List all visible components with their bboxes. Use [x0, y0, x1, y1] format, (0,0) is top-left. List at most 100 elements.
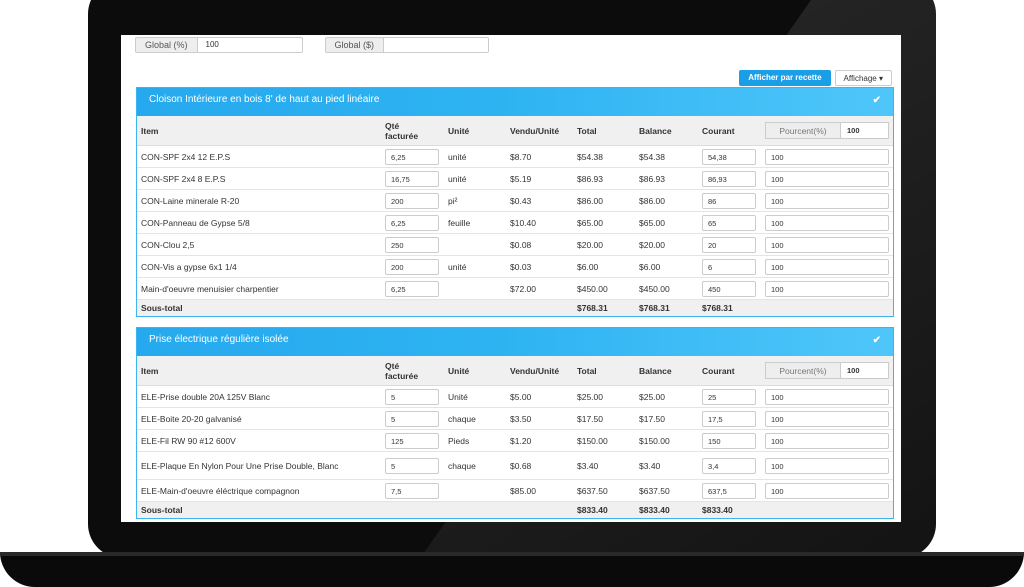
balance-cell: $6.00	[639, 261, 661, 272]
unit-cell: unité	[448, 173, 467, 184]
table-row: ELE-Plaque En Nylon Pour Une Prise Doubl…	[137, 452, 893, 480]
courant-input[interactable]: 86	[702, 192, 756, 209]
balance-cell: $3.40	[639, 460, 661, 471]
percent-input[interactable]: 100	[765, 457, 889, 474]
app-screen: Global (%) 100 Global ($) Afficher par r…	[121, 35, 901, 522]
qty-input[interactable]: 5	[385, 457, 439, 474]
vendu-cell: $3.50	[510, 413, 532, 424]
total-cell: $150.00	[577, 435, 608, 446]
courant-input[interactable]: 20	[702, 236, 756, 253]
courant-input[interactable]: 54,38	[702, 148, 756, 165]
section-panel: Prise électrique régulière isolée ✔ Item…	[136, 327, 894, 519]
subtotal-row: Sous-total $833.40 $833.40 $833.40	[137, 502, 893, 518]
courant-input[interactable]: 450	[702, 280, 756, 297]
qty-input[interactable]: 250	[385, 236, 439, 253]
total-cell: $86.00	[577, 195, 603, 206]
subtotal-courant: $833.40	[702, 505, 733, 515]
total-cell: $6.00	[577, 261, 599, 272]
col-courant-header: Courant	[702, 125, 735, 136]
item-name: ELE-Fil RW 90 #12 600V	[141, 435, 236, 446]
table-row: ELE-Main-d'oeuvre éléctrique compagnon 7…	[137, 480, 893, 502]
pourcent-input[interactable]: 100	[840, 122, 889, 139]
percent-input[interactable]: 100	[765, 410, 889, 427]
show-by-recipe-button[interactable]: Afficher par recette	[739, 70, 831, 86]
col-total-header: Total	[577, 365, 597, 376]
item-name: ELE-Prise double 20A 125V Blanc	[141, 391, 271, 402]
vendu-cell: $85.00	[510, 485, 536, 496]
qty-input[interactable]: 5	[385, 388, 439, 405]
total-cell: $637.50	[577, 485, 608, 496]
table-row: ELE-Boite 20-20 galvanisé 5 chaque $3.50…	[137, 408, 893, 430]
courant-input[interactable]: 3,4	[702, 457, 756, 474]
total-cell: $3.40	[577, 460, 599, 471]
unit-cell: unité	[448, 261, 467, 272]
vendu-cell: $5.19	[510, 173, 532, 184]
pourcent-input[interactable]: 100	[840, 362, 889, 379]
total-cell: $65.00	[577, 217, 603, 228]
global-percent-group: Global (%) 100	[135, 37, 303, 53]
percent-input[interactable]: 100	[765, 482, 889, 499]
unit-cell: unité	[448, 151, 467, 162]
percent-input[interactable]: 100	[765, 236, 889, 253]
total-cell: $86.93	[577, 173, 603, 184]
vendu-cell: $0.68	[510, 460, 532, 471]
qty-input[interactable]: 6,25	[385, 280, 439, 297]
vendu-cell: $5.00	[510, 391, 532, 402]
balance-cell: $86.00	[639, 195, 665, 206]
table-row: CON-Panneau de Gypse 5/8 6,25 feuille $1…	[137, 212, 893, 234]
vendu-cell: $0.03	[510, 261, 532, 272]
qty-input[interactable]: 200	[385, 192, 439, 209]
qty-input[interactable]: 7,5	[385, 482, 439, 499]
percent-input[interactable]: 100	[765, 192, 889, 209]
subtotal-total: $768.31	[577, 303, 608, 313]
balance-cell: $17.50	[639, 413, 665, 424]
qty-input[interactable]: 5	[385, 410, 439, 427]
percent-input[interactable]: 100	[765, 170, 889, 187]
balance-cell: $450.00	[639, 283, 670, 294]
percent-input[interactable]: 100	[765, 388, 889, 405]
table-row: CON-SPF 2x4 12 E.P.S 6,25 unité $8.70 $5…	[137, 146, 893, 168]
global-percent-input[interactable]: 100	[196, 37, 303, 53]
col-courant-header: Courant	[702, 365, 735, 376]
courant-input[interactable]: 86,93	[702, 170, 756, 187]
global-dollar-input[interactable]	[383, 37, 490, 53]
section-title: Prise électrique régulière isolée	[149, 334, 289, 345]
total-cell: $450.00	[577, 283, 608, 294]
qty-input[interactable]: 16,75	[385, 170, 439, 187]
item-name: CON-SPF 2x4 8 E.P.S	[141, 173, 226, 184]
display-dropdown-button[interactable]: Affichage ▾	[834, 70, 892, 86]
balance-cell: $86.93	[639, 173, 665, 184]
percent-input[interactable]: 100	[765, 280, 889, 297]
section-heading[interactable]: Prise électrique régulière isolée ✔	[137, 328, 893, 356]
courant-input[interactable]: 25	[702, 388, 756, 405]
percent-input[interactable]: 100	[765, 432, 889, 449]
qty-input[interactable]: 125	[385, 432, 439, 449]
courant-input[interactable]: 17,5	[702, 410, 756, 427]
percent-input[interactable]: 100	[765, 258, 889, 275]
balance-cell: $150.00	[639, 435, 670, 446]
unit-cell: Unité	[448, 391, 468, 402]
courant-input[interactable]: 65	[702, 214, 756, 231]
vendu-cell: $8.70	[510, 151, 532, 162]
section-heading[interactable]: Cloison Intérieure en bois 8' de haut au…	[137, 88, 893, 116]
total-cell: $25.00	[577, 391, 603, 402]
courant-input[interactable]: 150	[702, 432, 756, 449]
item-name: CON-Vis a gypse 6x1 1/4	[141, 261, 237, 272]
check-icon[interactable]: ✔	[872, 335, 881, 346]
courant-input[interactable]: 637,5	[702, 482, 756, 499]
vendu-cell: $10.40	[510, 217, 536, 228]
percent-input[interactable]: 100	[765, 148, 889, 165]
col-item-header: Item	[141, 125, 159, 136]
qty-input[interactable]: 6,25	[385, 214, 439, 231]
vendu-cell: $0.43	[510, 195, 532, 206]
courant-input[interactable]: 6	[702, 258, 756, 275]
check-icon[interactable]: ✔	[872, 95, 881, 106]
pourcent-group: Pourcent(%) 100	[765, 116, 889, 145]
qty-input[interactable]: 6,25	[385, 148, 439, 165]
percent-input[interactable]: 100	[765, 214, 889, 231]
table-row: ELE-Fil RW 90 #12 600V 125 Pieds $1.20 $…	[137, 430, 893, 452]
vendu-cell: $0.08	[510, 239, 532, 250]
qty-input[interactable]: 200	[385, 258, 439, 275]
table-row: CON-Laine minerale R-20 200 pi² $0.43 $8…	[137, 190, 893, 212]
